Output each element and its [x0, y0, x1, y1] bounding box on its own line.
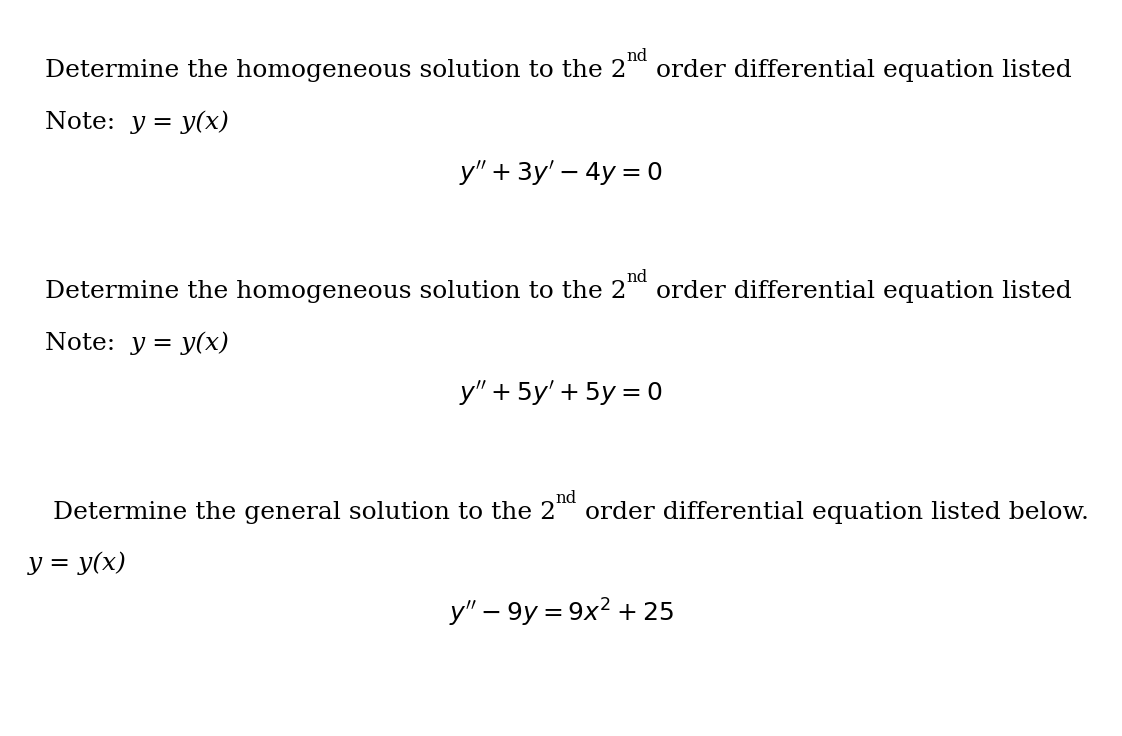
Text: y = y(x): y = y(x) [131, 331, 230, 355]
Text: Determine the homogeneous solution to the 2: Determine the homogeneous solution to th… [45, 60, 626, 82]
Text: Note:: Note: [45, 111, 131, 134]
Text: nd: nd [626, 48, 647, 65]
Text: $y'' + 3y' - 4y = 0$: $y'' + 3y' - 4y = 0$ [459, 158, 663, 188]
Text: Determine the homogeneous solution to the 2: Determine the homogeneous solution to th… [45, 280, 626, 303]
Text: $y'' - 9y = 9x^2 + 25$: $y'' - 9y = 9x^2 + 25$ [449, 597, 673, 629]
Text: nd: nd [555, 489, 577, 506]
Text: y = y(x): y = y(x) [28, 552, 127, 576]
Text: nd: nd [626, 269, 647, 286]
Text: Note:: Note: [45, 332, 131, 355]
Text: order differential equation listed: order differential equation listed [647, 60, 1072, 82]
Text: y = y(x): y = y(x) [131, 110, 230, 134]
Text: $y'' + 5y' + 5y = 0$: $y'' + 5y' + 5y = 0$ [459, 379, 663, 408]
Text: order differential equation listed below.: order differential equation listed below… [577, 501, 1089, 524]
Text: Determine the general solution to the 2: Determine the general solution to the 2 [45, 501, 555, 524]
Text: order differential equation listed: order differential equation listed [647, 280, 1072, 303]
